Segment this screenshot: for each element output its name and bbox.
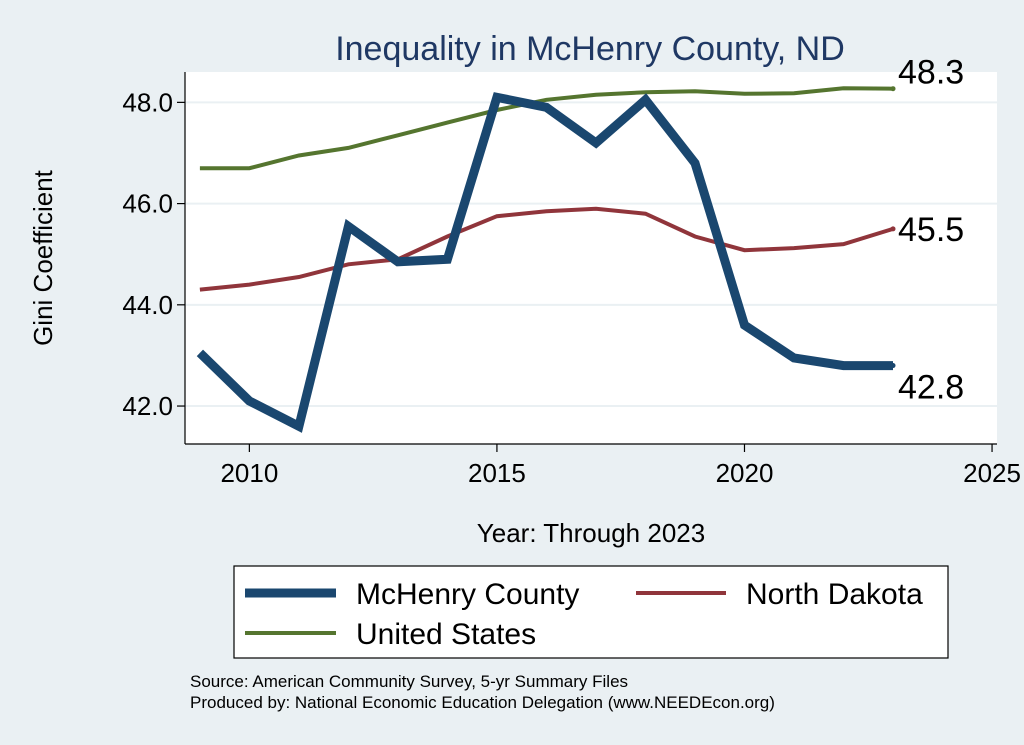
end-marker: [890, 363, 896, 369]
source-note: Source: American Community Survey, 5-yr …: [190, 672, 628, 691]
legend: McHenry County North Dakota United States: [233, 565, 949, 659]
x-tick-label: 2025: [963, 458, 1021, 488]
legend-label: McHenry County: [356, 578, 579, 611]
x-ticks: 2010 2015 2020 2025: [220, 444, 1021, 488]
x-tick-label: 2015: [468, 458, 526, 488]
y-ticks: 42.0 44.0 46.0 48.0: [122, 87, 185, 421]
end-value-label: 42.8: [898, 369, 964, 407]
x-tick-label: 2010: [220, 458, 278, 488]
y-tick-label: 46.0: [122, 189, 173, 219]
legend-label: United States: [356, 618, 536, 651]
end-marker: [890, 86, 896, 92]
x-tick-label: 2020: [716, 458, 774, 488]
y-tick-label: 48.0: [122, 87, 173, 117]
x-axis-label: Year: Through 2023: [477, 518, 705, 548]
legend-label: North Dakota: [746, 578, 923, 611]
chart-title: Inequality in McHenry County, ND: [335, 30, 845, 68]
axes: [184, 72, 997, 445]
end-value-label: 48.3: [898, 54, 964, 92]
end-labels: 45.5 48.3 42.8: [890, 54, 964, 407]
end-value-label: 45.5: [898, 211, 964, 249]
y-axis-label: Gini Coefficient: [28, 169, 58, 346]
y-tick-label: 44.0: [122, 290, 173, 320]
y-tick-label: 42.0: [122, 391, 173, 421]
grid-lines: [185, 101, 997, 408]
legend-box: [233, 565, 949, 659]
end-marker: [890, 226, 896, 232]
series-lines: [196, 86, 894, 433]
produced-by-note: Produced by: National Economic Education…: [190, 693, 775, 712]
